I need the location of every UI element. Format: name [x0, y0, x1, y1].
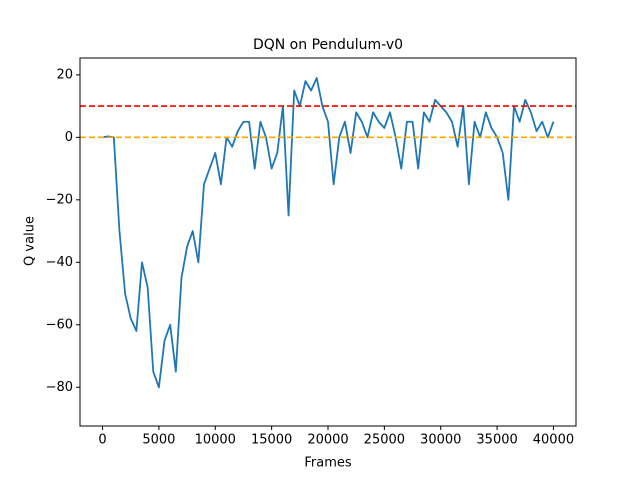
plot-frame [79, 57, 577, 427]
x-tick-label: 15000 [251, 433, 292, 448]
y-tick-label: −80 [46, 380, 73, 395]
y-tick-label: 20 [56, 67, 73, 82]
x-tick-label: 10000 [195, 433, 236, 448]
x-tick-label: 0 [98, 433, 106, 448]
x-tick-label: 5000 [142, 433, 175, 448]
y-axis-label: Q value [23, 216, 38, 266]
data-line [102, 77, 555, 389]
y-tick-label: −60 [46, 317, 73, 332]
x-tick-label: 40000 [533, 433, 574, 448]
x-tick-label: 30000 [420, 433, 461, 448]
x-axis-label: Frames [304, 456, 352, 471]
chart-title: DQN on Pendulum-v0 [253, 37, 403, 53]
y-tick-label: −40 [46, 255, 73, 270]
y-tick-label: 0 [65, 130, 73, 145]
x-tick-label: 25000 [364, 433, 405, 448]
x-tick-label: 35000 [476, 433, 517, 448]
x-tick-label: 20000 [307, 433, 348, 448]
y-tick-label: −20 [46, 192, 73, 207]
